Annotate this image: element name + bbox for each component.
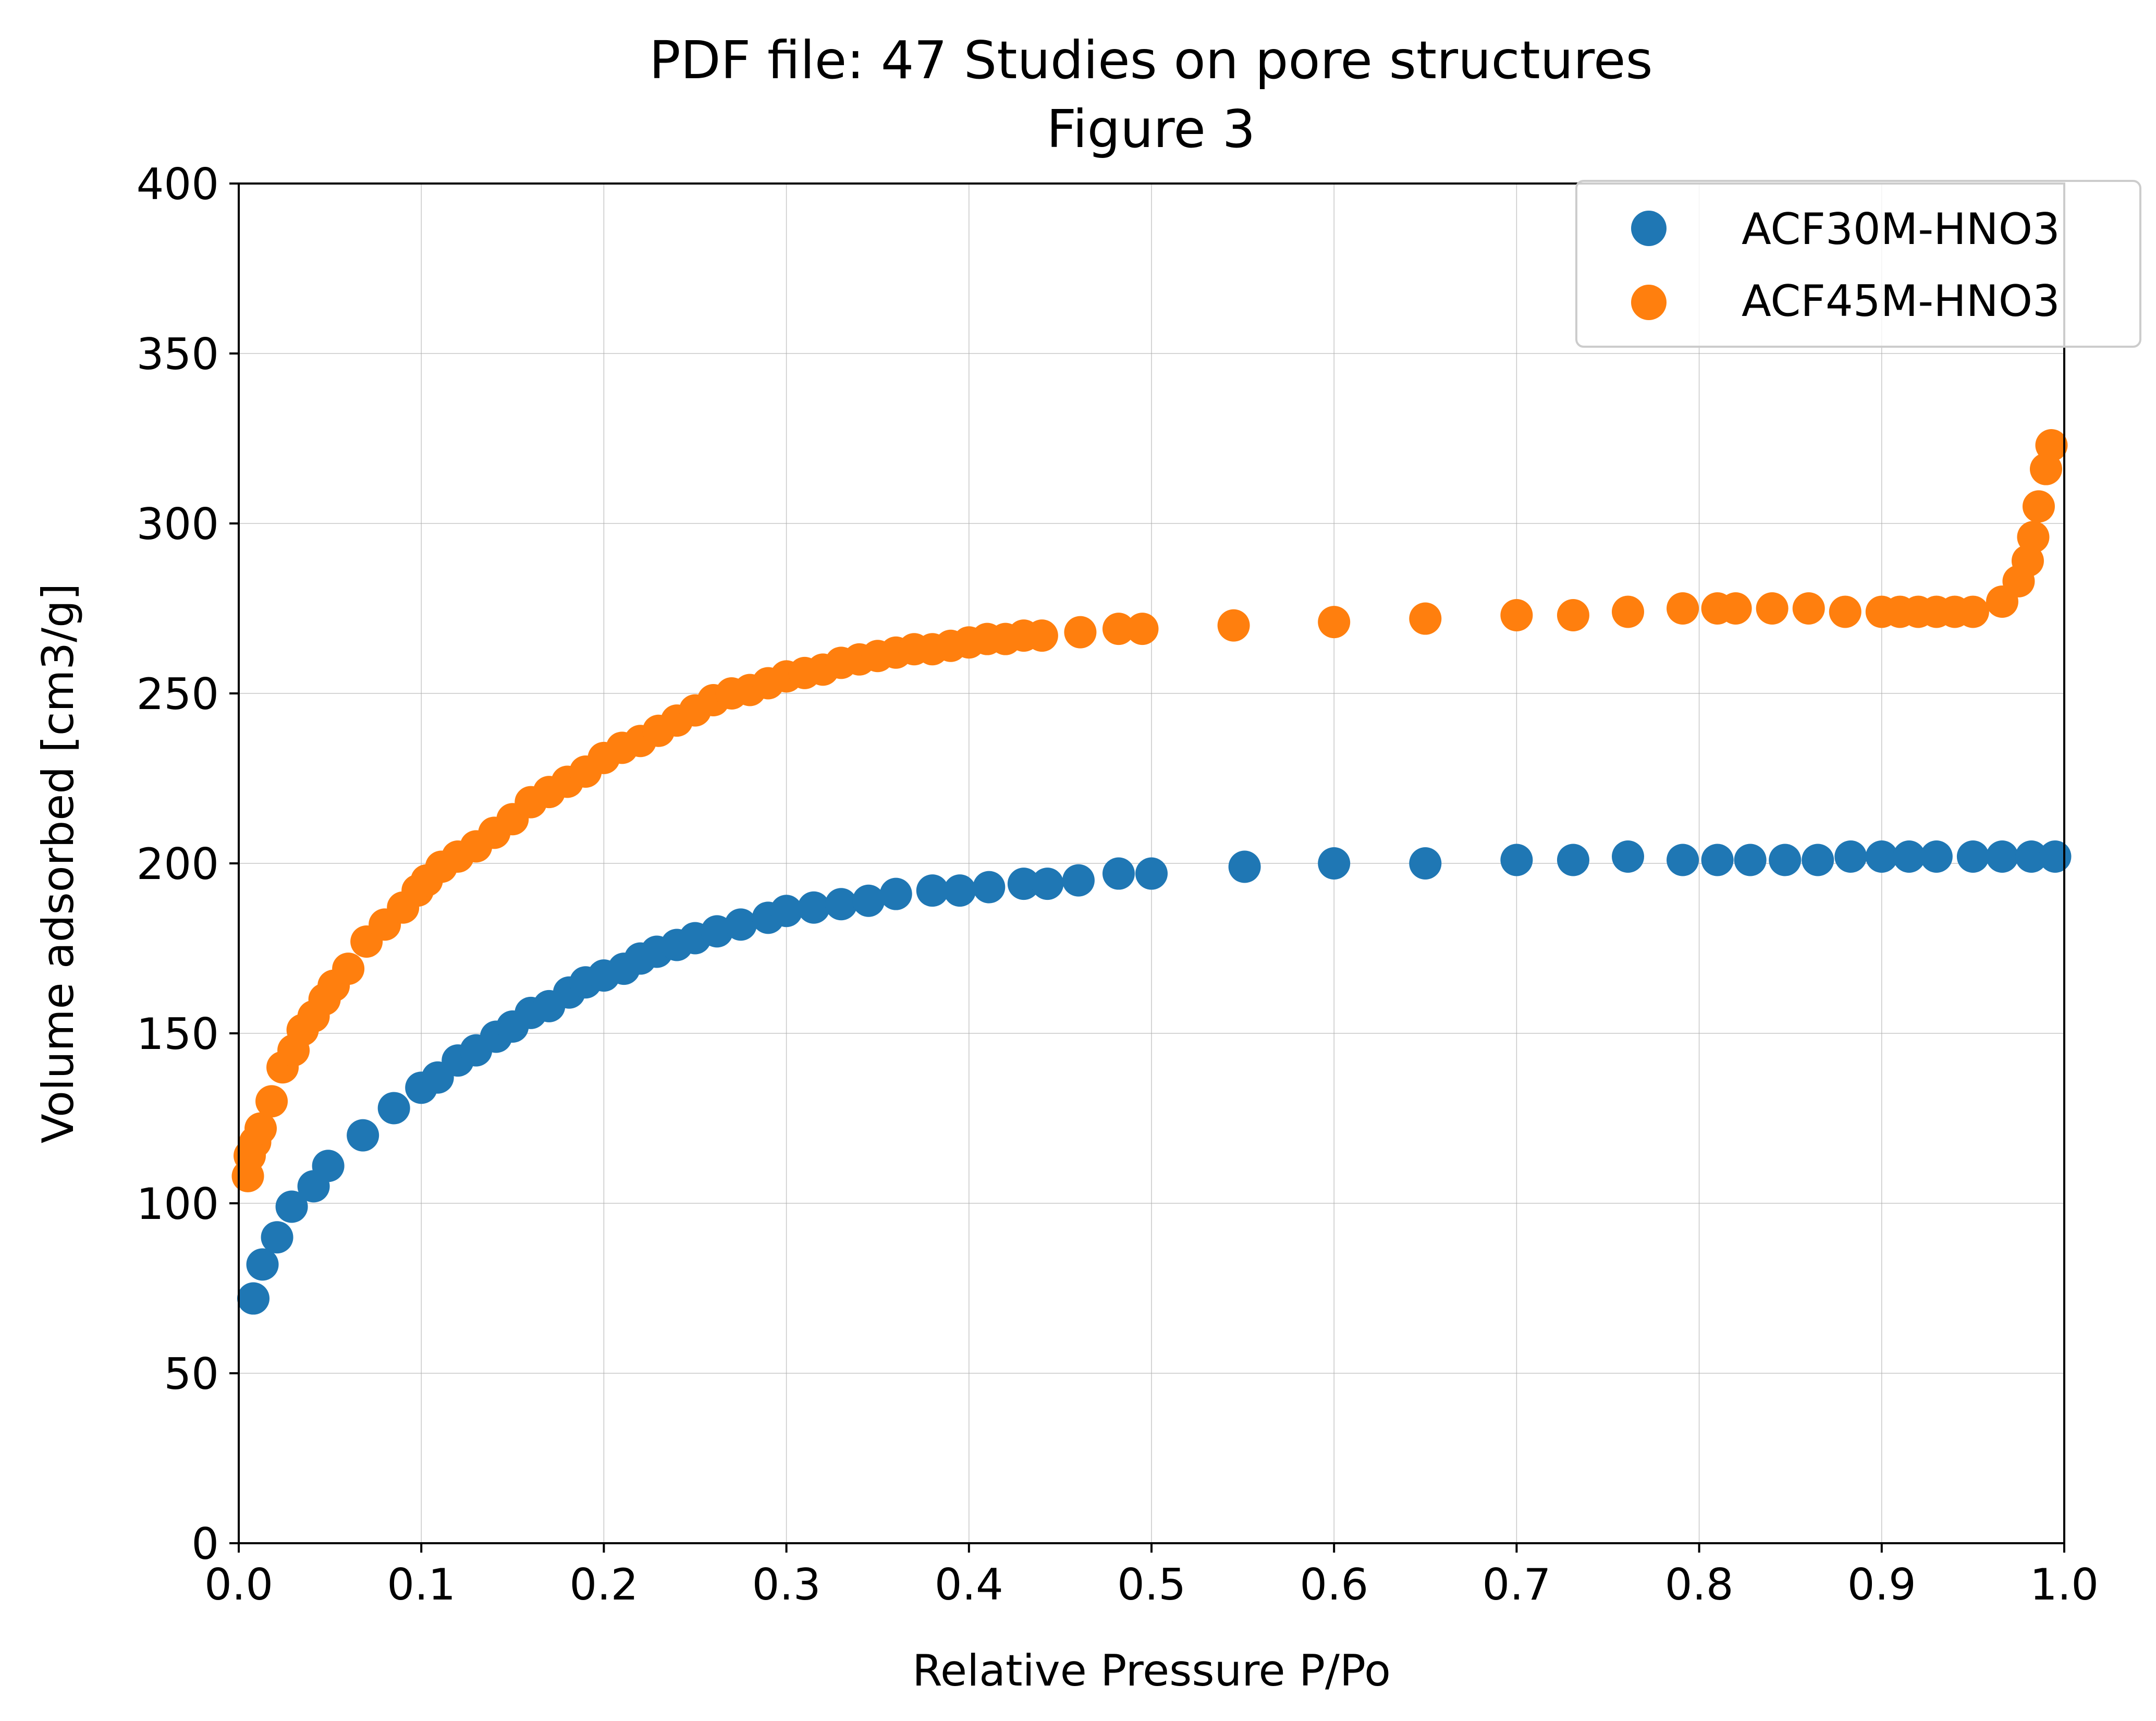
x-tick-label: 0.2 [569,1559,638,1610]
data-point-acf30m-hno3 [1893,840,1926,873]
data-point-acf30m-hno3 [944,874,976,907]
data-point-acf30m-hno3 [879,877,912,910]
data-point-acf30m-hno3 [275,1190,308,1223]
data-point-acf45m-hno3 [1064,616,1097,649]
data-point-acf30m-hno3 [770,895,803,927]
data-point-acf30m-hno3 [825,888,858,921]
data-point-acf30m-hno3 [1920,840,1953,873]
legend-frame [1575,180,2141,348]
data-point-acf30m-hno3 [246,1248,279,1281]
data-point-acf30m-hno3 [261,1221,293,1254]
y-tick-label: 200 [137,839,219,889]
chart-subtitle: Figure 3 [1047,99,1256,160]
x-tick-label: 0.0 [204,1559,273,1610]
data-point-acf30m-hno3 [2039,840,2072,873]
x-tick-label: 0.1 [387,1559,456,1610]
y-axis: 0 50 100 150 200 250 300 350 400 [137,159,239,1569]
data-point-acf45m-hno3 [2035,429,2068,462]
x-axis: 0.0 0.1 0.2 0.3 0.4 0.5 0.6 0.7 0.8 0.9 1.0 [204,1543,2099,1610]
data-point-acf45m-hno3 [2017,521,2050,554]
y-tick-label: 250 [137,669,219,719]
x-tick-label: 1.0 [2030,1559,2099,1610]
data-point-acf30m-hno3 [1667,844,1699,876]
data-point-acf30m-hno3 [1701,844,1734,876]
data-point-acf30m-hno3 [1062,864,1095,897]
data-point-acf30m-hno3 [1734,844,1767,876]
data-point-acf45m-hno3 [1025,619,1058,652]
data-point-acf45m-hno3 [1719,592,1752,625]
data-point-acf30m-hno3 [1802,844,1834,876]
data-point-acf45m-hno3 [1612,595,1645,628]
series-acf30m-hno3 [237,840,2072,1315]
data-point-acf45m-hno3 [1126,613,1159,645]
data-point-acf45m-hno3 [1318,606,1351,639]
data-point-acf45m-hno3 [1792,592,1825,625]
legend-marker-acf45m-hno3 [1631,285,1667,320]
data-point-acf30m-hno3 [798,891,830,924]
legend-label-acf45m-hno3: ACF45M-HNO3 [1742,276,2060,326]
data-point-acf45m-hno3 [332,953,365,985]
x-tick-label: 0.4 [935,1559,1003,1610]
data-point-acf30m-hno3 [916,874,949,907]
chart-title: PDF file: 47 Studies on pore structures [649,30,1652,91]
x-axis-label: Relative Pressure P/Po [912,1645,1391,1696]
data-point-acf30m-hno3 [312,1150,345,1182]
x-tick-label: 0.8 [1665,1559,1734,1610]
y-axis-label: Volume adsorbed [cm3/g] [33,583,83,1143]
data-point-acf45m-hno3 [1500,599,1533,632]
y-tick-label: 400 [137,159,219,210]
y-tick-label: 350 [137,329,219,380]
x-tick-label: 0.3 [752,1559,821,1610]
data-point-acf30m-hno3 [1956,840,1989,873]
data-point-acf30m-hno3 [1228,850,1261,883]
data-point-acf30m-hno3 [377,1092,410,1125]
data-point-acf30m-hno3 [852,884,885,917]
series-acf45m-hno3 [231,429,2068,1192]
x-tick-label: 0.9 [1847,1559,1916,1610]
y-tick-label: 300 [137,499,219,550]
data-point-acf30m-hno3 [1865,840,1898,873]
data-point-acf30m-hno3 [1102,857,1135,890]
data-point-acf45m-hno3 [2022,490,2055,523]
x-tick-label: 0.7 [1482,1559,1551,1610]
data-point-acf45m-hno3 [1829,595,1861,628]
data-point-acf45m-hno3 [255,1085,288,1118]
data-point-acf45m-hno3 [1102,613,1135,645]
y-tick-label: 50 [164,1349,219,1399]
legend-label-acf30m-hno3: ACF30M-HNO3 [1742,204,2060,254]
data-point-acf30m-hno3 [1986,840,2018,873]
data-point-acf30m-hno3 [1318,847,1351,880]
data-point-acf45m-hno3 [244,1112,277,1145]
legend-marker-acf30m-hno3 [1631,211,1667,246]
data-point-acf30m-hno3 [1834,840,1867,873]
data-point-acf30m-hno3 [973,871,1006,904]
data-point-acf30m-hno3 [725,908,757,941]
data-point-acf45m-hno3 [1667,592,1699,625]
data-point-acf30m-hno3 [1557,844,1589,876]
data-point-acf30m-hno3 [1007,868,1040,900]
data-point-acf45m-hno3 [1756,592,1788,625]
data-point-acf30m-hno3 [347,1119,379,1152]
y-tick-label: 0 [191,1519,219,1569]
data-point-acf45m-hno3 [1956,595,1989,628]
y-tick-label: 100 [137,1179,219,1229]
data-point-acf30m-hno3 [1612,840,1645,873]
data-point-acf30m-hno3 [1409,847,1442,880]
x-tick-label: 0.5 [1117,1559,1186,1610]
plot-area [231,429,2072,1315]
data-point-acf30m-hno3 [237,1282,270,1315]
data-point-acf30m-hno3 [1500,844,1533,876]
data-point-acf30m-hno3 [1135,857,1168,890]
data-point-acf30m-hno3 [1031,868,1064,900]
data-point-acf45m-hno3 [1409,602,1442,635]
x-tick-label: 0.6 [1300,1559,1368,1610]
y-tick-label: 150 [137,1009,219,1059]
data-point-acf30m-hno3 [2015,840,2048,873]
legend: ACF30M-HNO3 ACF45M-HNO3 [1575,180,2141,348]
data-point-acf45m-hno3 [1217,609,1250,642]
data-point-acf45m-hno3 [1557,599,1589,632]
data-point-acf30m-hno3 [1769,844,1802,876]
